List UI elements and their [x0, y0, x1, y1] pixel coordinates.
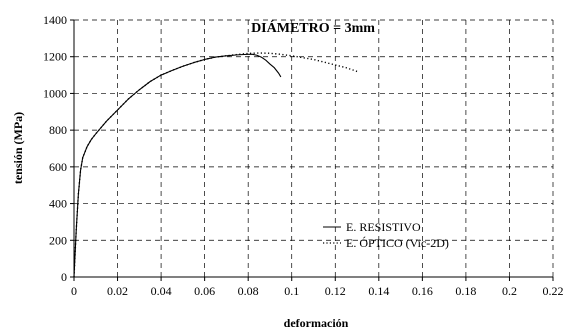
x-tick-label-4: 0.08: [238, 284, 259, 298]
x-tick-label-11: 0.22: [543, 284, 564, 298]
x-axis-title: deformación: [284, 316, 349, 330]
legend: E. RESISTIVO E. ÓPTICO (Vic-2D): [323, 220, 449, 250]
x-tick-label-0: 0: [71, 284, 77, 298]
x-tick-label-9: 0.18: [455, 284, 476, 298]
y-tick-label-7: 1400: [43, 13, 67, 27]
legend-label-resistivo: E. RESISTIVO: [346, 220, 421, 234]
axes-layer: [73, 20, 553, 278]
y-tick-label-6: 1200: [43, 50, 67, 64]
y-tick-label-3: 600: [49, 160, 67, 174]
ticks-layer: 0 0.02 0.04 0.06 0.08 0.1 0.12 0.14 0.16 0.18 0.2 0…: [43, 13, 564, 298]
y-tick-label-5: 1000: [43, 86, 67, 100]
y-tick-label-1: 200: [49, 233, 67, 247]
x-tick-label-8: 0.16: [412, 284, 433, 298]
y-tick-label-0: 0: [61, 270, 67, 284]
x-tick-label-3: 0.06: [194, 284, 215, 298]
x-tick-label-1: 0.02: [107, 284, 128, 298]
x-tick-label-5: 0.1: [284, 284, 299, 298]
legend-label-optico: E. ÓPTICO (Vic-2D): [346, 236, 449, 250]
y-tick-label-2: 400: [49, 197, 67, 211]
series-layer: [73, 52, 358, 278]
series-line-optico: [73, 52, 358, 278]
x-tick-label-6: 0.12: [325, 284, 346, 298]
x-tick-label-10: 0.2: [502, 284, 517, 298]
series-line-resistivo: [73, 53, 282, 278]
x-tick-label-2: 0.04: [151, 284, 172, 298]
x-tick-label-7: 0.14: [368, 284, 389, 298]
y-tick-label-4: 800: [49, 123, 67, 137]
grid-layer: [74, 19, 554, 277]
chart-title: DIÁMETRO = 3mm: [251, 19, 375, 36]
y-axis-title: tensión (MPa): [11, 112, 25, 184]
